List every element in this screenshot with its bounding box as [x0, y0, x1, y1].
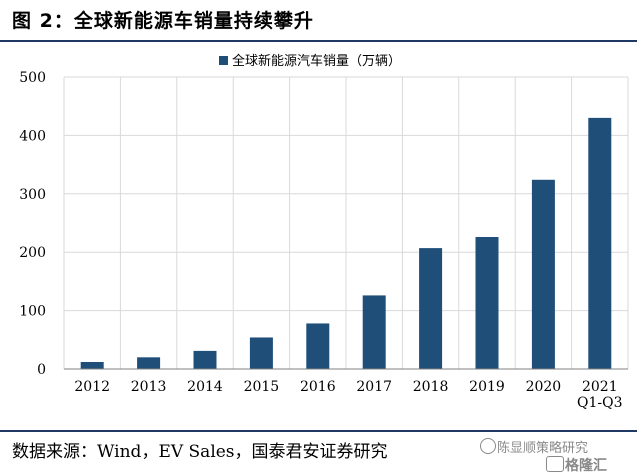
bar [137, 357, 161, 369]
x-tick-label: 2013 [131, 379, 167, 395]
source-note: 数据来源：Wind，EV Sales，国泰君安证券研究 [12, 442, 388, 462]
title-bar: 图 2：全球新能源车销量持续攀升 [0, 0, 637, 42]
x-tick-label: 2016 [300, 379, 336, 395]
x-tick-label-line: Q1-Q3 [577, 395, 623, 411]
bar [419, 248, 443, 369]
y-tick-label: 100 [19, 304, 46, 320]
legend-label: 全球新能源汽车销量（万辆） [232, 53, 401, 69]
x-tick-label-line: 2012 [74, 379, 110, 395]
y-tick-label: 500 [19, 70, 46, 86]
x-tick-label-line: 2020 [526, 379, 562, 395]
legend-swatch [219, 56, 228, 65]
wechat-icon [480, 438, 496, 454]
y-tick-label: 400 [19, 128, 46, 144]
x-tick-label: 2018 [413, 379, 449, 395]
bar [80, 361, 104, 369]
footer-rule [0, 430, 637, 432]
x-tick-label-line: 2016 [300, 379, 336, 395]
x-tick-label: 2019 [469, 379, 505, 395]
bar [193, 350, 217, 369]
x-tick-label-line: 2013 [131, 379, 167, 395]
x-tick-label: 2021 Q1-Q3 [577, 379, 623, 411]
watermark-brand: 格隆汇 [565, 458, 607, 474]
x-tick-label: 2012 [74, 379, 110, 395]
x-tick-label-line: 2015 [244, 379, 280, 395]
x-tick-label-line: 2021 [582, 379, 618, 395]
bar-chart: 0 100 200 300 400 500 2012 2013 2014 2015 2016 2017… [19, 53, 629, 411]
figure-title: 图 2：全球新能源车销量持续攀升 [12, 10, 314, 32]
x-tick-label: 2015 [244, 379, 280, 395]
bar [475, 237, 499, 369]
x-tick-label-line: 2014 [187, 379, 223, 395]
watermark-author: 陈显顺策略研究 [497, 441, 589, 456]
bar [588, 117, 612, 369]
y-tick-label: 300 [19, 187, 46, 203]
y-tick-label: 0 [37, 362, 46, 378]
x-tick-label-line: 2019 [469, 379, 505, 395]
x-tick-label-line: 2018 [413, 379, 449, 395]
x-tick-label-line: 2017 [356, 379, 392, 395]
x-tick-label: 2017 [356, 379, 392, 395]
bar [531, 179, 555, 369]
gelonghui-logo-icon [546, 456, 564, 472]
bar [249, 337, 273, 369]
bar [362, 295, 386, 369]
x-tick-label: 2014 [187, 379, 223, 395]
x-tick-label: 2020 [526, 379, 562, 395]
y-tick-label: 200 [19, 245, 46, 261]
bar [306, 323, 330, 369]
